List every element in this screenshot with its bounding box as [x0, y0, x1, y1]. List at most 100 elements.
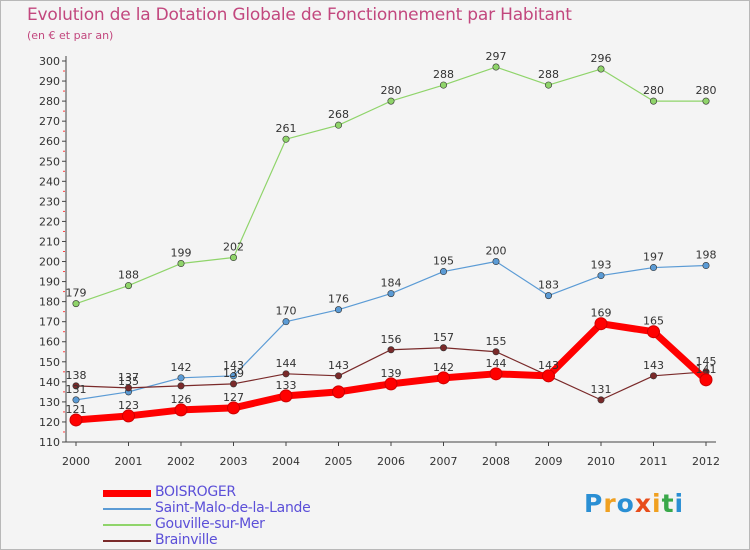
data-label-brainville: 137 [118, 371, 139, 384]
y-tick-label: 250 [39, 155, 60, 168]
x-tick-label: 2009 [535, 455, 563, 468]
x-tick-label: 2004 [272, 455, 300, 468]
data-point-boisroger [279, 389, 293, 403]
x-tick-label: 2012 [692, 455, 720, 468]
data-label-saint-malo-de-la-lande: 197 [643, 251, 664, 264]
legend-label: Saint-Malo-de-la-Lande [155, 500, 311, 516]
y-tick-label: 220 [39, 215, 60, 228]
logo-letter: x [634, 489, 652, 518]
x-tick-label: 2000 [62, 455, 90, 468]
data-point-gouville-sur-mer [492, 63, 500, 71]
data-label-brainville: 155 [486, 335, 507, 348]
y-tick-label: 230 [39, 195, 60, 208]
data-point-gouville-sur-mer [387, 97, 395, 105]
legend-label: Gouville-sur-Mer [155, 516, 265, 532]
y-tick-label: 260 [39, 135, 60, 148]
data-label-saint-malo-de-la-lande: 195 [433, 255, 454, 268]
data-point-saint-malo-de-la-lande [334, 306, 342, 314]
data-label-boisroger: 133 [276, 379, 297, 392]
data-point-gouville-sur-mer [597, 65, 605, 73]
data-label-gouville-sur-mer: 188 [118, 269, 139, 282]
data-point-brainville [334, 372, 342, 380]
data-label-boisroger: 127 [223, 391, 244, 404]
data-label-saint-malo-de-la-lande: 198 [696, 249, 717, 262]
data-point-boisroger [437, 371, 450, 385]
data-point-saint-malo-de-la-lande [177, 374, 185, 382]
data-label-gouville-sur-mer: 199 [171, 247, 192, 260]
data-label-gouville-sur-mer: 297 [486, 50, 507, 63]
data-point-brainville [282, 370, 290, 378]
data-label-boisroger: 143 [538, 359, 559, 372]
y-tick-label: 170 [39, 316, 60, 329]
data-point-boisroger [69, 413, 83, 427]
data-point-brainville [649, 372, 657, 380]
y-tick-label: 240 [39, 175, 60, 188]
data-point-saint-malo-de-la-lande [230, 372, 238, 380]
data-label-boisroger: 142 [433, 361, 454, 374]
legend-swatch [103, 508, 151, 510]
data-point-saint-malo-de-la-lande [439, 268, 447, 276]
y-tick-label: 270 [39, 115, 60, 128]
data-label-brainville: 139 [223, 367, 244, 380]
data-label-boisroger: 165 [643, 315, 664, 328]
data-point-brainville [597, 396, 605, 404]
data-point-saint-malo-de-la-lande [649, 264, 657, 272]
logo-letter: i [652, 489, 662, 518]
data-label-saint-malo-de-la-lande: 183 [538, 279, 559, 292]
logo-letter: o [616, 489, 635, 518]
logo-letter: i [674, 489, 685, 518]
x-tick-label: 2003 [220, 455, 248, 468]
data-label-boisroger: 139 [381, 367, 402, 380]
x-tick-label: 2010 [587, 455, 615, 468]
data-label-boisroger: 123 [118, 399, 139, 412]
data-point-boisroger [384, 377, 398, 391]
data-point-brainville [387, 346, 395, 354]
data-label-gouville-sur-mer: 288 [433, 68, 454, 81]
data-label-gouville-sur-mer: 179 [66, 287, 87, 300]
data-point-boisroger [647, 325, 660, 339]
data-point-gouville-sur-mer [334, 121, 342, 129]
x-tick-label: 2007 [430, 455, 458, 468]
y-tick-label: 280 [39, 95, 60, 108]
data-point-gouville-sur-mer [702, 97, 710, 105]
y-tick-label: 110 [39, 436, 60, 449]
x-tick-label: 2011 [640, 455, 668, 468]
legend-swatch [103, 489, 151, 497]
data-point-brainville [439, 344, 447, 352]
legend-label: BOISROGER [155, 484, 236, 500]
y-tick-label: 300 [39, 55, 60, 68]
data-label-boisroger: 144 [486, 357, 507, 370]
data-label-gouville-sur-mer: 268 [328, 108, 349, 121]
data-point-saint-malo-de-la-lande [597, 272, 605, 280]
data-label-boisroger: 121 [66, 403, 87, 416]
data-point-gouville-sur-mer [649, 97, 657, 105]
data-point-gouville-sur-mer [544, 81, 552, 89]
data-label-saint-malo-de-la-lande: 142 [171, 361, 192, 374]
data-point-boisroger [174, 403, 188, 417]
data-label-brainville: 145 [696, 355, 717, 368]
data-point-boisroger [227, 401, 240, 415]
data-label-gouville-sur-mer: 280 [643, 84, 664, 97]
data-label-gouville-sur-mer: 202 [223, 241, 244, 254]
data-point-saint-malo-de-la-lande [72, 396, 80, 404]
data-point-saint-malo-de-la-lande [387, 290, 395, 298]
data-label-brainville: 143 [643, 359, 664, 372]
data-point-brainville [230, 380, 238, 388]
data-point-gouville-sur-mer [177, 260, 185, 268]
data-label-boisroger: 126 [171, 393, 192, 406]
x-tick-label: 2006 [377, 455, 405, 468]
data-label-brainville: 131 [591, 383, 612, 396]
data-point-gouville-sur-mer [282, 135, 290, 143]
data-point-gouville-sur-mer [72, 300, 80, 308]
x-tick-label: 2008 [482, 455, 510, 468]
data-label-brainville: 143 [328, 359, 349, 372]
data-label-saint-malo-de-la-lande: 131 [66, 383, 87, 396]
logo-letter: r [603, 489, 617, 518]
data-label-gouville-sur-mer: 296 [591, 52, 612, 65]
y-tick-label: 150 [39, 356, 60, 369]
data-point-boisroger [594, 317, 608, 331]
data-label-brainville: 157 [433, 331, 454, 344]
data-label-boisroger: 169 [591, 307, 612, 320]
data-label-saint-malo-de-la-lande: 135 [118, 375, 139, 388]
